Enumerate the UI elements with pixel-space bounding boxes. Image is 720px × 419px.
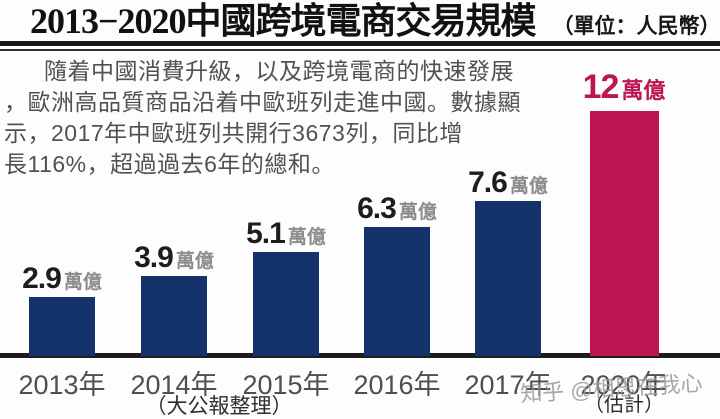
bar-value-unit: 萬億 xyxy=(175,251,214,272)
x-axis-label: 2016年 xyxy=(353,370,441,400)
intro-paragraph: 隨着中國消費升級，以及跨境電商的快速發展 ，歐洲高品質商品沿着中歐班列走進中國。數… xyxy=(4,56,564,180)
bar-value-label: 3.9 萬億 xyxy=(84,243,264,273)
paragraph-line: 隨着中國消費升級，以及跨境電商的快速發展 xyxy=(44,58,514,84)
bar-value: 2.9 xyxy=(22,262,62,295)
bar-value: 5.1 xyxy=(246,217,286,250)
x-axis-label: 2013年 xyxy=(18,370,106,400)
bar xyxy=(475,201,541,356)
bar-value-unit: 萬億 xyxy=(63,272,102,293)
bar-value-label: 12 萬億 xyxy=(534,70,714,104)
estimate-note: （估計） xyxy=(584,394,664,416)
x-axis-label: 2015年 xyxy=(242,370,330,400)
bar-value: 12 xyxy=(582,68,620,106)
bar-value: 7.6 xyxy=(468,166,508,199)
bar-value-unit: 萬億 xyxy=(287,227,326,248)
paragraph-line: 示，2017年中歐班列共開行3673列，同比增 xyxy=(4,120,463,146)
bar-value-label: 6.3 萬億 xyxy=(307,194,487,224)
x-axis-label: 2017年 xyxy=(464,370,552,400)
bar-estimate xyxy=(589,111,659,356)
x-axis-label: 2020年 xyxy=(580,370,668,400)
source-note: （大公報整理） xyxy=(145,395,293,418)
page-title: 2013−2020中國跨境電商交易規模 xyxy=(30,1,537,41)
bar xyxy=(29,297,95,356)
paragraph-line: ，歐洲高品質商品沿着中歐班列走進中國。數據顯 xyxy=(4,89,521,115)
bar xyxy=(364,227,430,356)
bar-value-label: 5.1 萬億 xyxy=(196,219,376,249)
bar-value-unit: 萬億 xyxy=(398,202,437,223)
bar-value-label: 7.6 萬億 xyxy=(418,168,598,198)
unit-note: （單位：人民幣） xyxy=(552,14,720,38)
divider-thin xyxy=(0,49,720,51)
bar xyxy=(141,276,207,356)
divider-thick xyxy=(0,41,720,46)
bar-value-unit: 萬億 xyxy=(621,78,666,103)
bar-value: 3.9 xyxy=(134,241,174,274)
bar-value: 6.3 xyxy=(357,192,397,225)
bar-value-unit: 萬億 xyxy=(509,176,548,197)
x-axis-line xyxy=(0,353,720,358)
bar xyxy=(253,252,319,356)
bar-value-label: 2.9 萬億 xyxy=(0,264,152,294)
paragraph-line: 長116%，超過過去6年的總和。 xyxy=(4,151,335,177)
x-axis-label: 2014年 xyxy=(130,370,218,400)
header: 2013−2020中國跨境電商交易規模 （單位：人民幣） xyxy=(30,0,720,42)
